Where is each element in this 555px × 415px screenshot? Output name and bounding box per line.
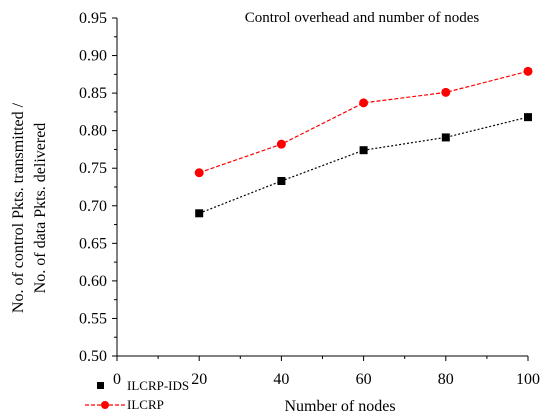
y-tick-label: 0.50: [79, 348, 107, 365]
x-axis-title: Number of nodes: [284, 398, 395, 415]
legend-item-ilcrp-ids: ILCRP-IDS: [97, 378, 189, 393]
x-tick-label: 80: [438, 371, 454, 388]
data-point: [195, 209, 204, 218]
y-tick-label: 0.85: [79, 85, 107, 102]
series-line: [198, 116, 529, 214]
y-axis-title-line-1: No. of control Pkts. transmitted /: [10, 102, 27, 313]
x-tick-label: 40: [273, 371, 289, 388]
y-tick-label: 0.65: [79, 235, 107, 252]
series-layer: [194, 66, 533, 218]
x-tick-label: 100: [516, 371, 540, 388]
y-tick-label: 0.90: [79, 48, 107, 65]
legend-marker: [97, 382, 104, 389]
series-ilcrp: [194, 66, 533, 178]
series-line: [199, 70, 529, 174]
data-point: [441, 87, 451, 97]
data-point: [359, 98, 369, 108]
y-tick-label: 0.75: [79, 160, 107, 177]
legend-label: ILCRP: [127, 397, 164, 412]
x-tick-label: 20: [191, 371, 207, 388]
y-ticks: 0.50 0.55 0.60 0.65 0.70 0.75 0.80 0.85 0.90 0.95: [79, 10, 117, 365]
y-tick-label: 0.95: [79, 10, 107, 27]
y-axis-title-line-2: No. of data Pkts. delivered: [32, 123, 49, 294]
legend-marker: [101, 401, 109, 409]
y-tick-label: 0.60: [79, 273, 107, 290]
series-ilcrp-ids: [195, 113, 532, 218]
y-tick-label: 0.70: [79, 198, 107, 215]
x-tick-label: 0: [113, 371, 121, 388]
legend-label: ILCRP-IDS: [127, 378, 189, 393]
x-tick-label: 60: [356, 371, 372, 388]
x-ticks: 0 20 40 60 80 100: [113, 356, 540, 388]
data-point: [276, 139, 286, 149]
y-tick-label: 0.55: [79, 310, 107, 327]
chart-title: Control overhead and number of nodes: [245, 10, 480, 26]
data-point: [523, 66, 533, 76]
axes: [116, 18, 528, 357]
data-point: [359, 146, 368, 155]
y-tick-label: 0.80: [79, 123, 107, 140]
data-point: [441, 133, 450, 142]
data-point: [194, 168, 204, 178]
legend-item-ilcrp: ILCRP: [85, 397, 164, 412]
data-point: [524, 113, 532, 122]
data-point: [277, 176, 286, 185]
legend: ILCRP-IDS ILCRP: [85, 378, 189, 412]
